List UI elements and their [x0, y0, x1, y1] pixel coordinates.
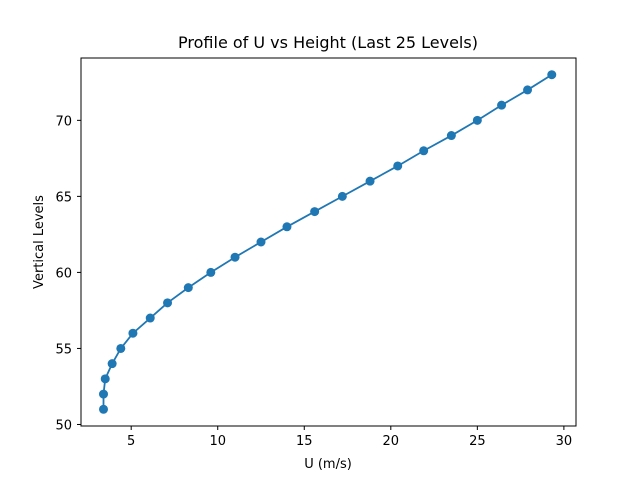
data-point — [206, 267, 216, 277]
data-point — [116, 343, 126, 353]
data-point — [107, 359, 117, 369]
y-tick-label: 65 — [55, 190, 72, 205]
data-point — [163, 298, 173, 308]
y-axis-ticks: 50 55 60 65 70 — [55, 114, 81, 433]
data-point — [365, 176, 375, 186]
x-tick-label: 15 — [296, 434, 313, 449]
plot-area — [80, 57, 577, 427]
x-tick-label: 25 — [469, 434, 486, 449]
x-axis-ticks: 5 10 15 20 25 30 — [127, 426, 572, 449]
y-axis-label: Vertical Levels — [32, 195, 47, 289]
data-point — [282, 222, 292, 232]
chart-title: Profile of U vs Height (Last 25 Levels) — [178, 33, 478, 52]
data-point — [393, 161, 403, 171]
data-point — [472, 115, 482, 125]
data-point — [256, 237, 266, 247]
data-point — [230, 252, 240, 262]
data-point — [497, 100, 507, 110]
y-tick-label: 70 — [55, 114, 72, 129]
axes-frame — [80, 57, 577, 427]
series-layer — [99, 70, 557, 414]
data-point — [145, 313, 155, 323]
data-point — [523, 85, 533, 95]
data-point — [547, 70, 557, 80]
x-tick-label: 5 — [127, 434, 135, 449]
data-point — [446, 131, 456, 141]
x-axis-label: U (m/s) — [304, 457, 352, 472]
x-tick-label: 20 — [383, 434, 400, 449]
data-point — [337, 191, 347, 201]
x-tick-label: 30 — [556, 434, 573, 449]
data-point — [99, 389, 108, 399]
data-point — [419, 146, 429, 156]
y-tick-label: 50 — [55, 418, 72, 433]
data-point — [99, 404, 108, 414]
x-tick-label: 10 — [209, 434, 226, 449]
data-point — [100, 374, 110, 384]
data-point — [183, 283, 193, 293]
data-point — [128, 328, 138, 338]
y-tick-label: 60 — [55, 266, 72, 281]
y-tick-label: 55 — [55, 342, 72, 357]
data-point — [310, 207, 320, 217]
